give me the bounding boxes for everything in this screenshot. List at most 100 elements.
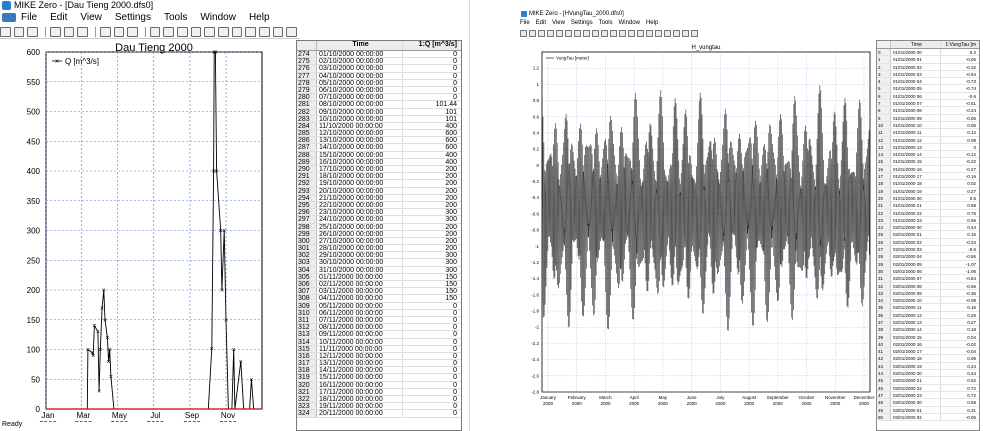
table-row[interactable]: 40 02/01/2000 16 -0.02 [877,340,979,349]
pan-icon[interactable] [177,26,188,37]
table-row[interactable]: 3 01/01/2000 03 -0.64 [877,70,979,79]
table-row[interactable]: 313 09/11/2000 00:00:00 0 [297,331,461,339]
properties-icon[interactable] [113,26,125,37]
table-row[interactable]: 46 02/01/2000 22 0.72 [877,384,979,392]
help-pointer-icon[interactable] [127,26,138,37]
menu-help[interactable]: Help [645,20,659,26]
paste-icon[interactable] [565,29,572,37]
point-icon[interactable] [682,29,689,37]
draw-icon[interactable] [655,29,662,37]
table-row[interactable]: 17 01/01/2000 17 -0.16 [877,173,979,181]
table-row[interactable]: 277 04/10/2000 00:00:00 0 [297,72,461,80]
table-row[interactable]: 15 01/01/2000 15 -0.22 [877,158,979,166]
zoom-in-icon[interactable] [601,29,608,37]
table-row[interactable]: 8 01/01/2000 08 -0.24 [877,107,979,115]
right-data-table[interactable]: Time 1:VungTau [m 0 01/01/2000 00 0.2 1 01/0… [876,40,980,431]
function-icon[interactable] [673,29,680,37]
table-row[interactable]: 321 17/11/2000 00:00:00 0 [297,388,461,396]
table-row[interactable]: 298 25/10/2000 00:00:00 200 [297,223,461,231]
menu-view[interactable]: View [80,12,102,23]
save-icon[interactable] [27,26,38,37]
table-row[interactable]: 33 02/01/2000 09 -0.36 [877,289,979,298]
help-pointer-icon[interactable] [592,29,599,37]
zoom-in-icon[interactable] [149,26,161,37]
table-row[interactable]: 276 03/10/2000 00:00:00 0 [297,65,461,73]
rectangle-icon[interactable] [245,26,257,37]
table-view-icon[interactable] [637,29,644,37]
table-row[interactable]: 32 02/01/2000 08 -0.66 [877,282,979,290]
table-row[interactable]: 297 24/10/2000 00:00:00 300 [297,216,461,224]
zoom-out-icon[interactable] [163,26,175,37]
table-row[interactable]: 37 02/01/2000 13 0.27 [877,318,979,327]
table-row[interactable]: 41 02/01/2000 17 -0.04 [877,348,979,356]
table-row[interactable]: 39 02/01/2000 15 0.04 [877,333,979,341]
table-row[interactable]: 317 13/11/2000 00:00:00 0 [297,360,461,368]
zoom-extent-icon[interactable] [628,29,635,37]
table-row[interactable]: 303 30/10/2000 00:00:00 300 [297,259,461,267]
table-row[interactable]: 5 01/01/2000 05 -0.74 [877,85,979,93]
table-row[interactable]: 38 02/01/2000 14 0.18 [877,326,979,334]
table-row[interactable]: 310 06/11/2000 00:00:00 0 [297,309,461,317]
table-row[interactable]: 282 09/10/2000 00:00:00 101 [297,108,461,116]
table-row[interactable]: 29 02/01/2000 05 -1.07 [877,260,979,268]
table-row[interactable]: 14 01/01/2000 14 -0.12 [877,151,979,159]
table-row[interactable]: 20 01/01/2000 20 0.5 [877,194,979,203]
table-row[interactable]: 49 03/01/2000 01 0.31 [877,406,979,414]
table-row[interactable]: 30 02/01/2000 06 -1.06 [877,267,979,276]
table-row[interactable]: 21 01/01/2000 21 0.68 [877,202,979,210]
line-tool-icon[interactable] [286,26,298,37]
table-row[interactable]: 291 18/10/2000 00:00:00 200 [297,173,461,181]
table-row[interactable]: 293 20/10/2000 00:00:00 200 [297,187,461,195]
table-row[interactable]: 319 15/11/2000 00:00:00 0 [297,374,461,382]
function-icon[interactable] [259,26,270,37]
table-row[interactable]: 35 02/01/2000 11 0.16 [877,304,979,312]
table-row[interactable]: 31 02/01/2000 07 -0.84 [877,275,979,283]
table-row[interactable]: 304 31/10/2000 00:00:00 300 [297,266,461,274]
table-row[interactable]: 13 01/01/2000 13 0 [877,143,979,152]
table-row[interactable]: 11 01/01/2000 11 0.12 [877,129,979,137]
line-tool-icon[interactable] [691,29,698,37]
table-row[interactable]: 283 10/10/2000 00:00:00 101 [297,115,461,123]
open-folder-icon[interactable] [529,29,536,37]
table-row[interactable]: 286 13/10/2000 00:00:00 600 [297,137,461,145]
left-chart-panel[interactable]: Dau Tieng 2000 0 50 100 150 200 250 300 350 400 45… [0,42,292,422]
menu-help[interactable]: Help [248,12,270,23]
table-row[interactable]: 323 19/11/2000 00:00:00 0 [297,403,461,411]
table-row[interactable]: 274 01/10/2000 00:00:00 0 [297,51,461,59]
table-row[interactable]: 45 02/01/2000 21 0.62 [877,377,979,385]
table-row[interactable]: 308 04/11/2000 00:00:00 150 [297,295,461,303]
table-row[interactable]: 47 02/01/2000 23 0.72 [877,391,979,400]
table-row[interactable]: 16 01/01/2000 16 -0.27 [877,165,979,174]
table-row[interactable]: 23 01/01/2000 23 0.66 [877,216,979,225]
zoom-previous-icon[interactable] [204,26,216,37]
select-icon[interactable] [646,29,653,37]
pan-icon[interactable] [619,29,626,37]
table-row[interactable]: 316 12/11/2000 00:00:00 0 [297,352,461,361]
table-row[interactable]: 44 02/01/2000 20 0.44 [877,370,979,378]
point-icon[interactable] [272,26,284,37]
select-icon[interactable] [218,26,229,37]
paste-icon[interactable] [77,26,88,37]
table-row[interactable]: 299 26/10/2000 00:00:00 200 [297,230,461,238]
right-chart-panel[interactable]: H_vungtau 1.2 1 0.8 0.6 0.4 0.2 0 -0.2 -0.4 -0.6 -0… [520,40,875,431]
menu-window[interactable]: Window [618,20,640,26]
table-row[interactable]: 289 16/10/2000 00:00:00 400 [297,158,461,166]
table-row[interactable]: 2 01/01/2000 02 -0.32 [877,63,979,71]
table-row[interactable]: 306 02/11/2000 00:00:00 150 [297,281,461,289]
table-row[interactable]: 7 01/01/2000 07 -0.51 [877,100,979,108]
table-row[interactable]: 279 06/10/2000 00:00:00 0 [297,86,461,95]
new-file-icon[interactable] [520,29,527,37]
draw-icon[interactable] [231,26,243,37]
menu-file[interactable]: File [21,12,38,23]
left-data-table[interactable]: Time 1:Q [m^3/s] 274 01/10/2000 00:00:00 0… [296,40,462,431]
table-row[interactable]: 307 03/11/2000 00:00:00 150 [297,288,461,296]
table-row[interactable]: 28 02/01/2000 04 -0.86 [877,253,979,261]
print-icon[interactable] [574,29,581,37]
table-row[interactable]: 6 01/01/2000 06 -0.6 [877,92,979,101]
menu-edit[interactable]: Edit [535,20,547,26]
table-row[interactable]: 278 05/10/2000 00:00:00 0 [297,79,461,87]
table-row[interactable]: 288 15/10/2000 00:00:00 400 [297,151,461,159]
zoom-out-icon[interactable] [610,29,617,37]
table-row[interactable]: 302 29/10/2000 00:00:00 300 [297,252,461,260]
menu-view[interactable]: View [552,20,565,26]
